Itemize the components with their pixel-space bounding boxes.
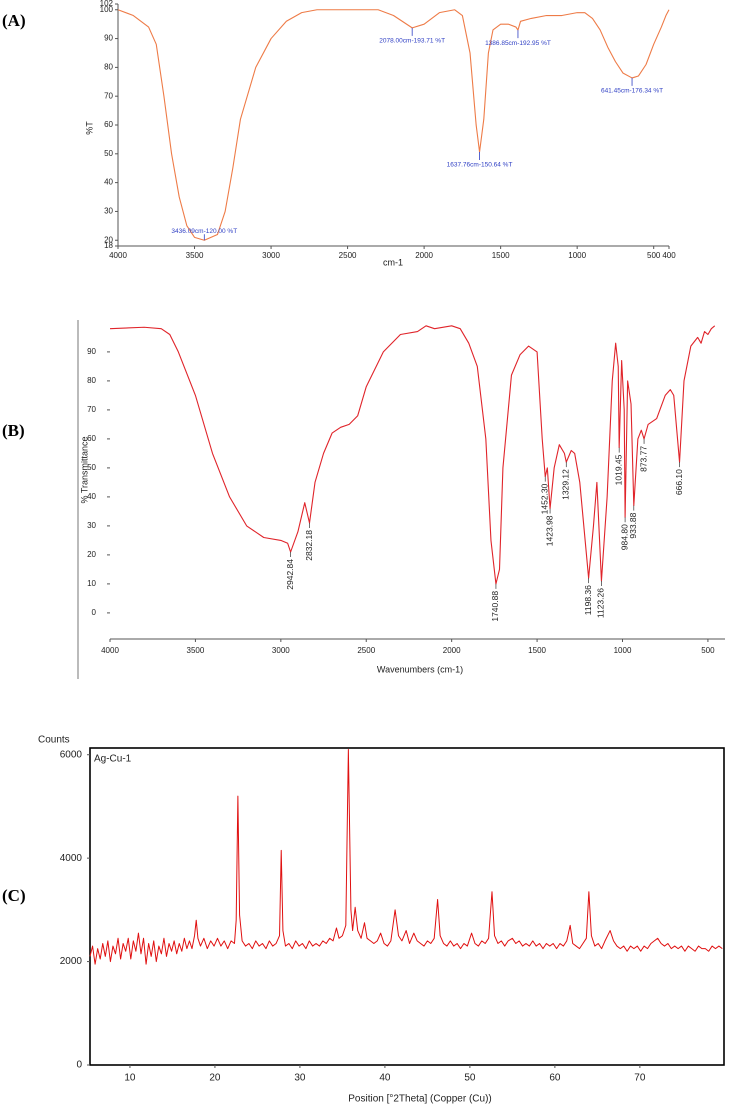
- peak-label: 1123.26: [596, 588, 606, 618]
- y-tick-label: 100: [100, 5, 114, 14]
- y-axis-label: Counts: [38, 735, 70, 746]
- peak-label: 1452.30: [539, 483, 549, 514]
- x-tick-label: 4000: [109, 251, 127, 260]
- annotation: 3436.09cm-120.00 %T: [171, 228, 237, 235]
- x-tick-label: 2500: [339, 251, 357, 260]
- annotation: 2078.00cm-193.71 %T: [379, 38, 445, 45]
- y-tick-label: 60: [87, 434, 96, 443]
- peak-label: 1198.36: [583, 585, 593, 615]
- y-tick-label: 6000: [60, 749, 83, 760]
- peak-label: 666.10: [674, 469, 684, 495]
- x-axis-label: Wavenumbers (cm-1): [377, 664, 463, 674]
- peak-label: 2832.18: [304, 530, 314, 561]
- peak-label: 984.80: [619, 524, 629, 550]
- y-tick-label: 50: [104, 149, 113, 158]
- y-tick-label: 0: [76, 1060, 82, 1071]
- y-tick-label: 40: [104, 178, 113, 187]
- y-tick-label: 90: [87, 347, 96, 356]
- x-tick-label: 1000: [614, 646, 632, 655]
- panel-label: (A): [2, 11, 26, 30]
- x-tick-label: 30: [294, 1073, 306, 1084]
- x-tick-label: 1500: [528, 646, 546, 655]
- x-tick-label: 3000: [272, 646, 290, 655]
- y-tick-label: 30: [87, 521, 96, 530]
- x-tick-label: 60: [549, 1073, 561, 1084]
- y-tick-label: 70: [87, 405, 96, 414]
- annotation: 1637.76cm-150.64 %T: [447, 162, 513, 169]
- x-tick-label: 400: [662, 251, 676, 260]
- x-tick-label: 10: [124, 1073, 136, 1084]
- y-tick-label: 90: [104, 34, 113, 43]
- y-tick-label: 50: [87, 463, 96, 472]
- data-line: [109, 325, 716, 585]
- y-tick-label: 20: [104, 235, 113, 244]
- y-axis-label: % Transmittance: [79, 436, 89, 503]
- x-tick-label: 1000: [568, 251, 586, 260]
- y-tick-label: 0: [92, 608, 97, 617]
- x-tick-label: 70: [634, 1073, 646, 1084]
- series-label: Ag-Cu-1: [94, 754, 132, 765]
- data-line: [89, 749, 723, 965]
- peak-label: 873.77: [638, 446, 648, 472]
- y-tick-label: 18: [104, 241, 113, 250]
- x-tick-label: 2500: [357, 646, 375, 655]
- x-axis-label: Position [°2Theta] (Copper (Cu)): [348, 1094, 492, 1105]
- x-tick-label: 40: [379, 1073, 391, 1084]
- peak-label: 933.88: [628, 512, 638, 538]
- x-axis-label: cm-1: [383, 257, 403, 267]
- peak-label: 1329.12: [561, 469, 571, 500]
- panel-label: (B): [2, 421, 25, 440]
- annotation: 641.45cm-176.34 %T: [601, 88, 663, 95]
- y-tick-label: 4000: [60, 853, 83, 864]
- annotation: 1386.85cm-192.95 %T: [485, 40, 551, 47]
- peak-label: 1740.88: [490, 591, 500, 622]
- x-tick-label: 20: [209, 1073, 221, 1084]
- y-tick-label: 80: [87, 376, 96, 385]
- x-tick-label: 2000: [415, 251, 433, 260]
- plot-frame: [89, 747, 725, 1066]
- panel-label: (C): [2, 886, 26, 905]
- x-tick-label: 3000: [262, 251, 280, 260]
- y-tick-label: 60: [104, 120, 113, 129]
- y-tick-label: 40: [87, 492, 96, 501]
- data-line: [117, 9, 670, 241]
- x-tick-label: 3500: [186, 251, 204, 260]
- x-tick-label: 500: [701, 646, 715, 655]
- y-tick-label: 70: [104, 91, 113, 100]
- y-tick-label: 102: [100, 0, 114, 8]
- x-tick-label: 500: [647, 251, 661, 260]
- y-tick-label: 20: [87, 550, 96, 559]
- x-tick-label: 2000: [443, 646, 461, 655]
- y-axis-label: %T: [84, 121, 94, 135]
- peak-label: 1019.45: [613, 454, 623, 485]
- x-tick-label: 1500: [492, 251, 510, 260]
- peak-label: 1423.98: [544, 515, 554, 546]
- x-tick-label: 4000: [101, 646, 119, 655]
- y-tick-label: 30: [104, 207, 113, 216]
- peak-label: 2942.84: [285, 559, 295, 590]
- y-tick-label: 2000: [60, 956, 83, 967]
- y-tick-label: 10: [87, 579, 96, 588]
- x-tick-label: 50: [464, 1073, 476, 1084]
- x-tick-label: 3500: [187, 646, 205, 655]
- y-tick-label: 80: [104, 62, 113, 71]
